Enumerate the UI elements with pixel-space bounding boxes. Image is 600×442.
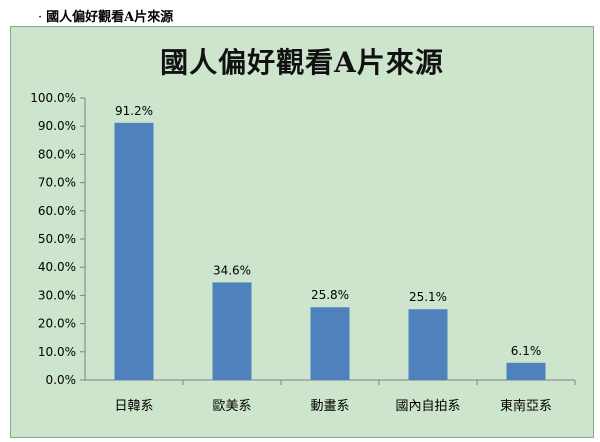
chart-title: 國人偏好觀看A片來源 [160, 46, 444, 79]
bar-0 [114, 122, 154, 380]
bar-value-label: 6.1% [511, 344, 542, 358]
category-label: 東南亞系 [500, 398, 552, 414]
bar-value-label: 91.2% [115, 104, 153, 118]
bar-value-label: 25.8% [311, 288, 349, 302]
bar-4 [506, 362, 546, 380]
y-tick-label: 10.0% [38, 345, 76, 359]
bar-2 [310, 307, 350, 380]
category-label: 日韓系 [114, 399, 153, 414]
y-tick-label: 70.0% [38, 176, 76, 190]
y-tick-label: 60.0% [38, 204, 76, 218]
category-label: 歐美系 [212, 399, 251, 414]
figure-caption: · 國人偏好觀看A片來源 [38, 6, 173, 25]
y-tick-label: 30.0% [38, 288, 76, 302]
chart-container: 國人偏好觀看A片來源 0.0% 10.0% 20.0% 30.0% 40.0% 50.0%… [10, 26, 594, 438]
y-tick-label: 100.0% [30, 91, 76, 105]
caption-text: 國人偏好觀看A片來源 [46, 10, 174, 25]
y-tick-label: 90.0% [38, 119, 76, 133]
y-tick-label: 50.0% [38, 232, 76, 246]
bar-1 [212, 282, 252, 380]
y-tick-label: 40.0% [38, 260, 76, 274]
bullet-dot: · [38, 10, 43, 25]
category-label: 國內自拍系 [395, 399, 460, 414]
bar-chart: 0.0% 10.0% 20.0% 30.0% 40.0% 50.0% 60.0% 70.0% 8… [30, 91, 576, 414]
bar-value-label: 25.1% [409, 290, 447, 304]
bar-value-label: 34.6% [213, 263, 251, 277]
y-tick-label: 20.0% [38, 317, 76, 331]
y-tick-label: 80.0% [38, 147, 76, 161]
y-tick-label: 0.0% [46, 373, 77, 387]
category-label: 動畫系 [310, 399, 349, 414]
bar-3 [408, 309, 448, 380]
